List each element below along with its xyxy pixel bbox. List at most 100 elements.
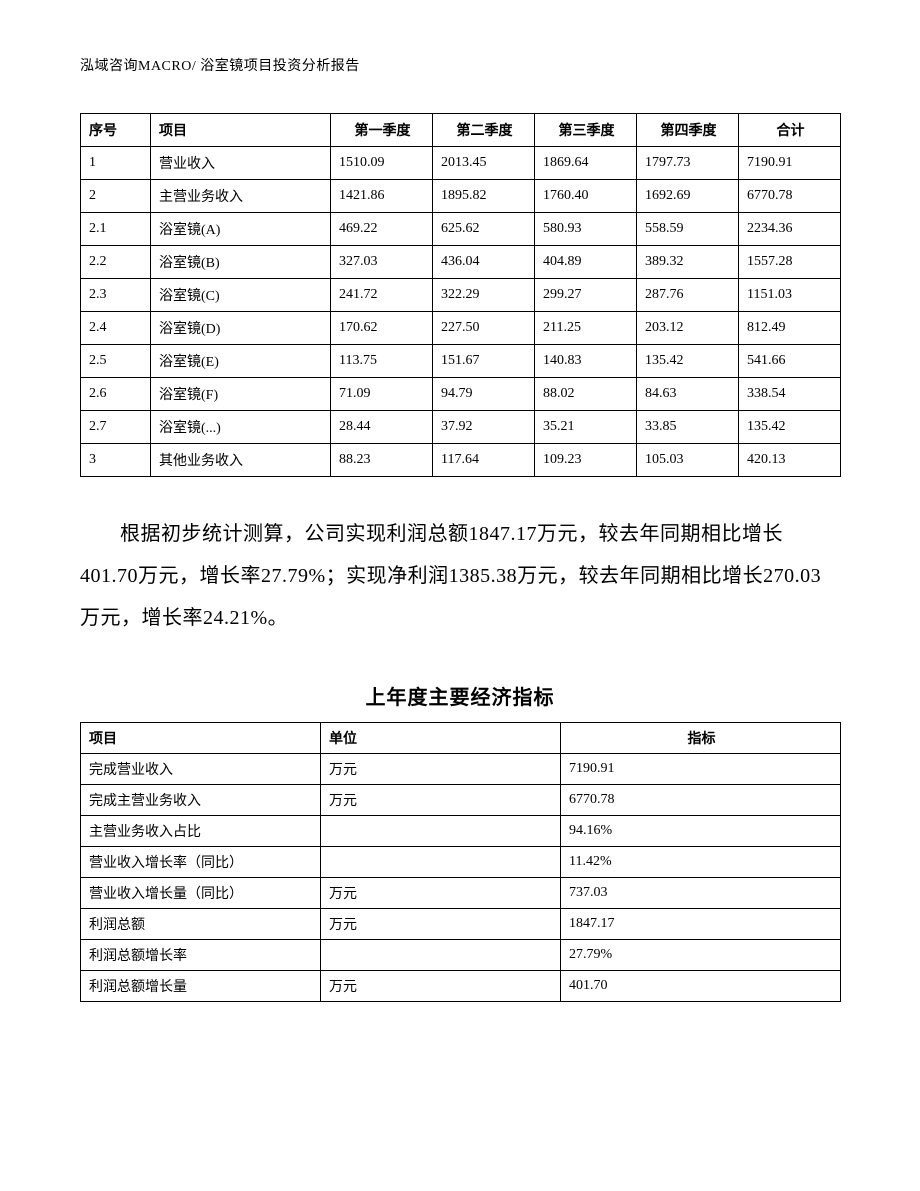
- table-cell: 28.44: [331, 411, 433, 444]
- table-cell: 2.4: [81, 312, 151, 345]
- table-row: 2主营业务收入1421.861895.821760.401692.696770.…: [81, 180, 841, 213]
- table-cell: 2.3: [81, 279, 151, 312]
- table-cell: 1510.09: [331, 147, 433, 180]
- annual-indicators-table: 项目 单位 指标 完成营业收入万元7190.91完成主营业务收入万元6770.7…: [80, 722, 841, 1002]
- table-cell: 135.42: [739, 411, 841, 444]
- table-cell: 浴室镜(B): [151, 246, 331, 279]
- table-cell: 完成主营业务收入: [81, 785, 321, 816]
- table-cell: 营业收入增长率（同比）: [81, 847, 321, 878]
- table-row: 完成营业收入万元7190.91: [81, 754, 841, 785]
- table-cell: 94.79: [433, 378, 535, 411]
- table-cell: 6770.78: [561, 785, 841, 816]
- table-row: 营业收入增长量（同比）万元737.03: [81, 878, 841, 909]
- table-cell: 营业收入增长量（同比）: [81, 878, 321, 909]
- section-subtitle: 上年度主要经济指标: [80, 681, 840, 710]
- table-cell: 241.72: [331, 279, 433, 312]
- table-cell: 2.2: [81, 246, 151, 279]
- table-cell: 35.21: [535, 411, 637, 444]
- table-cell: 1760.40: [535, 180, 637, 213]
- table-cell: 浴室镜(E): [151, 345, 331, 378]
- table-cell: 7190.91: [561, 754, 841, 785]
- table-cell: 1869.64: [535, 147, 637, 180]
- table-cell: [321, 816, 561, 847]
- table-cell: 436.04: [433, 246, 535, 279]
- table1-body: 1营业收入1510.092013.451869.641797.737190.91…: [81, 147, 841, 477]
- table-cell: 37.92: [433, 411, 535, 444]
- table-cell: 1895.82: [433, 180, 535, 213]
- table-cell: 万元: [321, 971, 561, 1002]
- table-cell: 完成营业收入: [81, 754, 321, 785]
- table-row: 营业收入增长率（同比） 11.42%: [81, 847, 841, 878]
- table-cell: 1797.73: [637, 147, 739, 180]
- col-value: 指标: [561, 723, 841, 754]
- table-cell: 812.49: [739, 312, 841, 345]
- table-cell: 338.54: [739, 378, 841, 411]
- table-cell: 7190.91: [739, 147, 841, 180]
- table-cell: 1: [81, 147, 151, 180]
- col-q4: 第四季度: [637, 114, 739, 147]
- table-cell: 117.64: [433, 444, 535, 477]
- table-row: 2.5浴室镜(E)113.75151.67140.83135.42541.66: [81, 345, 841, 378]
- col-q2: 第二季度: [433, 114, 535, 147]
- analysis-paragraph: 根据初步统计测算，公司实现利润总额1847.17万元，较去年同期相比增长401.…: [80, 513, 840, 639]
- table-cell: 322.29: [433, 279, 535, 312]
- table-cell: 88.02: [535, 378, 637, 411]
- col-total: 合计: [739, 114, 841, 147]
- table-cell: 其他业务收入: [151, 444, 331, 477]
- table-cell: 580.93: [535, 213, 637, 246]
- table-row: 2.4浴室镜(D)170.62227.50211.25203.12812.49: [81, 312, 841, 345]
- table-cell: 3: [81, 444, 151, 477]
- table-cell: [321, 940, 561, 971]
- table-cell: 140.83: [535, 345, 637, 378]
- table-cell: 主营业务收入占比: [81, 816, 321, 847]
- table-cell: 558.59: [637, 213, 739, 246]
- table-cell: 737.03: [561, 878, 841, 909]
- table-cell: 6770.78: [739, 180, 841, 213]
- table-cell: 1692.69: [637, 180, 739, 213]
- table-cell: 万元: [321, 785, 561, 816]
- table-row: 利润总额万元1847.17: [81, 909, 841, 940]
- table-cell: 71.09: [331, 378, 433, 411]
- table-cell: 11.42%: [561, 847, 841, 878]
- quarterly-revenue-table: 序号 项目 第一季度 第二季度 第三季度 第四季度 合计 1营业收入1510.0…: [80, 113, 841, 477]
- table-cell: 1557.28: [739, 246, 841, 279]
- table-row: 利润总额增长量万元401.70: [81, 971, 841, 1002]
- table-cell: 2013.45: [433, 147, 535, 180]
- table-cell: 404.89: [535, 246, 637, 279]
- table-cell: 利润总额: [81, 909, 321, 940]
- table-cell: 浴室镜(...): [151, 411, 331, 444]
- table-cell: 2.1: [81, 213, 151, 246]
- table-cell: 浴室镜(C): [151, 279, 331, 312]
- table-cell: 浴室镜(D): [151, 312, 331, 345]
- table-cell: 万元: [321, 878, 561, 909]
- table-cell: 389.32: [637, 246, 739, 279]
- document-page: 泓域咨询MACRO/ 浴室镜项目投资分析报告 序号 项目 第一季度 第二季度 第…: [0, 0, 920, 1191]
- table-cell: 287.76: [637, 279, 739, 312]
- col-q3: 第三季度: [535, 114, 637, 147]
- table-cell: 469.22: [331, 213, 433, 246]
- col-unit: 单位: [321, 723, 561, 754]
- table-header-row: 序号 项目 第一季度 第二季度 第三季度 第四季度 合计: [81, 114, 841, 147]
- table-cell: 利润总额增长率: [81, 940, 321, 971]
- table2-body: 完成营业收入万元7190.91完成主营业务收入万元6770.78主营业务收入占比…: [81, 754, 841, 1002]
- table-cell: 2.6: [81, 378, 151, 411]
- table-row: 2.2浴室镜(B)327.03436.04404.89389.321557.28: [81, 246, 841, 279]
- table-cell: 2234.36: [739, 213, 841, 246]
- table-cell: 利润总额增长量: [81, 971, 321, 1002]
- table-cell: 541.66: [739, 345, 841, 378]
- table-cell: [321, 847, 561, 878]
- table-cell: 211.25: [535, 312, 637, 345]
- table-cell: 1847.17: [561, 909, 841, 940]
- table-cell: 1421.86: [331, 180, 433, 213]
- col-seq: 序号: [81, 114, 151, 147]
- col-item: 项目: [81, 723, 321, 754]
- table-cell: 营业收入: [151, 147, 331, 180]
- table-cell: 151.67: [433, 345, 535, 378]
- table-cell: 113.75: [331, 345, 433, 378]
- table-cell: 万元: [321, 909, 561, 940]
- table-row: 2.3浴室镜(C)241.72322.29299.27287.761151.03: [81, 279, 841, 312]
- col-item: 项目: [151, 114, 331, 147]
- table-row: 利润总额增长率27.79%: [81, 940, 841, 971]
- table-cell: 625.62: [433, 213, 535, 246]
- table-cell: 170.62: [331, 312, 433, 345]
